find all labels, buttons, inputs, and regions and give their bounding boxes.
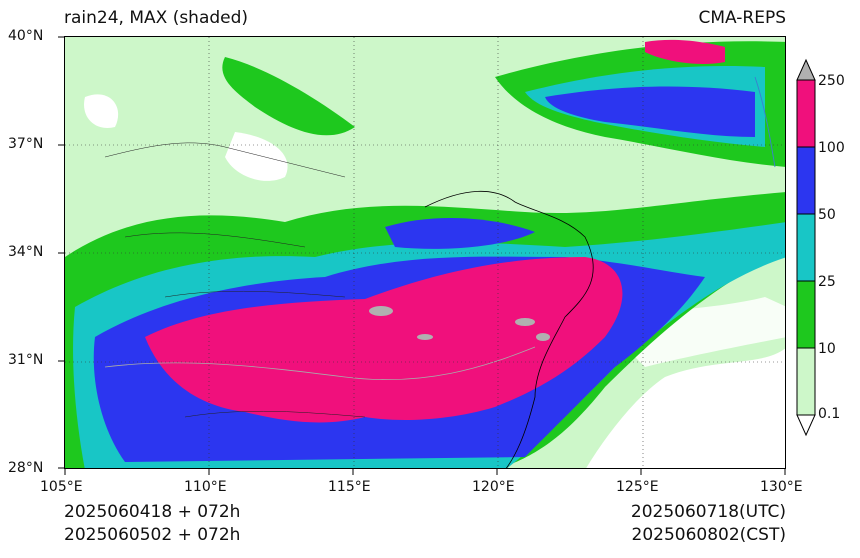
rainfall-map-svg — [65, 37, 785, 468]
colorbar-label: 50 — [818, 207, 836, 223]
colorbar-bin-100-250 — [796, 79, 816, 148]
colorbar-under-arrow — [796, 414, 816, 437]
init-time-cst: 2025060502 + 072h — [64, 525, 241, 545]
colorbar-bin-50-100 — [796, 146, 816, 215]
colorbar-bin-10-25 — [796, 280, 816, 349]
very-heavy-rain-northeast — [545, 86, 755, 137]
gridlines — [65, 37, 785, 468]
lat-tick-label: 31°N — [8, 352, 44, 368]
colorbar-label: 100 — [818, 140, 845, 156]
lat-tick-label: 34°N — [8, 244, 44, 260]
record-rain-patch — [369, 306, 393, 316]
record-rain-patch — [417, 334, 433, 340]
colorbar-bin-25-50 — [796, 213, 816, 282]
dry-area-northwest — [84, 94, 119, 128]
extreme-rain-northeast — [645, 39, 725, 64]
coastline — [424, 190, 594, 468]
lon-tick-label: 120°E — [472, 479, 515, 495]
map-title-left: rain24, MAX (shaded) — [64, 8, 249, 28]
moderate-rain-north-streak — [222, 57, 355, 136]
extreme-rain-core — [145, 257, 623, 423]
colorbar-label: 250 — [818, 73, 845, 89]
map-title-right: CMA-REPS — [698, 8, 786, 28]
river — [104, 346, 536, 381]
lon-tick-label: 110°E — [184, 479, 227, 495]
colorbar — [796, 58, 816, 437]
lon-tick-label: 130°E — [760, 479, 803, 495]
dry-area-north — [225, 132, 288, 181]
colorbar-over-arrow — [796, 58, 816, 81]
colorbar-label: 25 — [818, 274, 836, 290]
lat-tick-label: 37°N — [8, 136, 44, 152]
lat-tick-label: 40°N — [8, 28, 44, 44]
record-rain-patch — [536, 333, 550, 341]
province-borders — [104, 142, 366, 418]
colorbar-bin-0-1-10 — [796, 347, 816, 416]
dry-area-southeast — [586, 348, 785, 468]
colorbar-label: 0.1 — [818, 406, 841, 422]
lon-tick-label: 115°E — [328, 479, 371, 495]
river-northeast — [754, 76, 776, 168]
lon-tick-label: 125°E — [616, 479, 659, 495]
record-rain-patch — [515, 318, 535, 326]
colorbar-label: 10 — [818, 341, 836, 357]
lat-tick-label: 28°N — [8, 460, 44, 476]
init-time-utc: 2025060418 + 072h — [64, 502, 241, 522]
very-heavy-rain-streak — [385, 217, 535, 249]
rainfall-map — [64, 36, 786, 469]
valid-time-cst: 2025060802(CST) — [631, 525, 786, 545]
valid-time-utc: 2025060718(UTC) — [630, 502, 786, 522]
lon-tick-label: 105°E — [40, 479, 83, 495]
